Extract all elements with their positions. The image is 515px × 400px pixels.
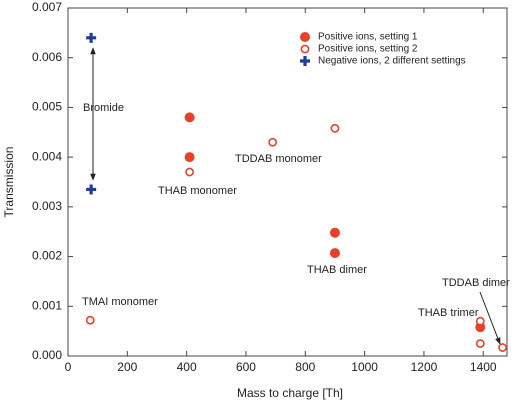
annotation: THAB trimer <box>418 307 479 319</box>
y-tick-label: 0.002 <box>32 249 62 263</box>
point <box>475 316 485 326</box>
y-tick-label: 0.007 <box>32 0 62 14</box>
x-tick-label: 1400 <box>470 360 497 374</box>
annotation: Bromide <box>83 102 124 114</box>
y-tick-label: 0.005 <box>32 100 62 114</box>
point <box>475 339 485 348</box>
legend-marker <box>300 32 310 42</box>
annotation: THAB monomer <box>158 185 237 197</box>
x-tick-label: 1000 <box>351 360 378 374</box>
x-tick-label: 1200 <box>411 360 438 374</box>
point <box>498 343 507 352</box>
x-tick-label: 200 <box>117 360 137 374</box>
y-axis-label: Transmission <box>2 147 16 218</box>
y-tick-label: 0.006 <box>32 50 62 64</box>
point <box>184 112 195 123</box>
y-tick-label: 0.001 <box>32 298 62 312</box>
point <box>85 315 95 325</box>
annotation: TDDAB monomer <box>235 153 322 165</box>
point <box>86 184 97 195</box>
point <box>330 123 340 133</box>
annotation: TDDAB dimer <box>442 277 510 289</box>
x-tick-label: 0 <box>65 360 72 374</box>
annotation-arrow <box>479 291 501 345</box>
legend-label: Negative ions, 2 different settings <box>318 56 466 67</box>
point <box>268 137 278 147</box>
legend-marker <box>300 44 310 54</box>
annotation: THAB dimer <box>307 264 367 276</box>
point <box>86 32 97 43</box>
y-tick-label: 0.003 <box>32 199 62 213</box>
x-axis-label: Mass to charge [Th] <box>237 386 343 400</box>
x-tick-label: 800 <box>295 360 315 374</box>
legend-label: Positive ions, setting 2 <box>318 44 418 55</box>
legend-label: Positive ions, setting 1 <box>318 32 418 43</box>
x-tick-label: 400 <box>177 360 197 374</box>
point <box>329 248 340 259</box>
point <box>329 227 340 238</box>
y-tick-label: 0.000 <box>32 348 62 362</box>
y-tick-label: 0.004 <box>32 149 62 163</box>
annotation: TMAI monomer <box>82 296 158 308</box>
point <box>184 152 195 163</box>
plot-frame <box>67 7 508 357</box>
x-tick-label: 600 <box>236 360 256 374</box>
legend-marker <box>300 56 310 66</box>
point <box>185 167 195 177</box>
